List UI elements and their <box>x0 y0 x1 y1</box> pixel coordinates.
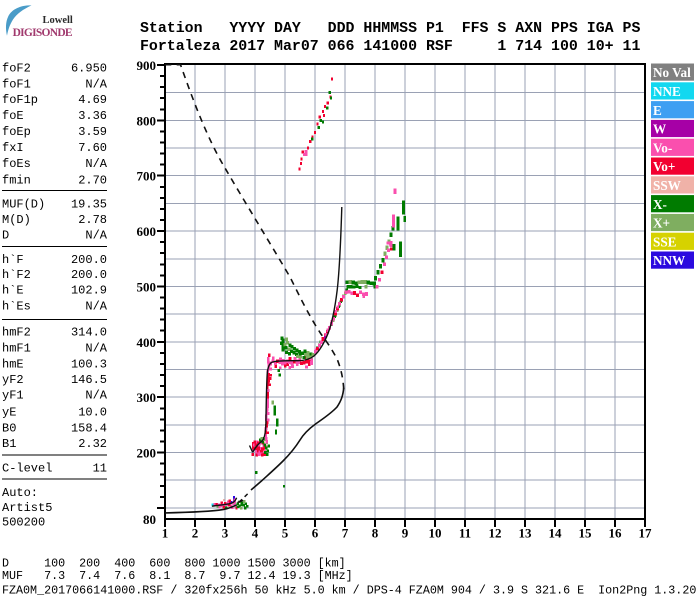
svg-text:2: 2 <box>192 526 199 541</box>
svg-text:C-level: C-level <box>2 462 52 476</box>
svg-text:146.5: 146.5 <box>71 373 107 387</box>
svg-text:Fortaleza 2017 Mar07 066 14100: Fortaleza 2017 Mar07 066 141000 RSF 1 71… <box>140 39 640 55</box>
svg-text:4: 4 <box>252 526 259 541</box>
svg-text:X+: X+ <box>653 216 670 231</box>
svg-text:800: 800 <box>137 113 157 128</box>
svg-text:M(D): M(D) <box>2 213 31 227</box>
svg-text:B0: B0 <box>2 421 16 435</box>
svg-text:4.69: 4.69 <box>78 93 107 107</box>
svg-text:3.59: 3.59 <box>78 125 107 139</box>
svg-text:11: 11 <box>459 526 471 541</box>
svg-text:h`F2: h`F2 <box>2 268 31 282</box>
svg-text:17: 17 <box>639 526 653 541</box>
svg-text:Lowell: Lowell <box>43 15 73 26</box>
svg-text:foE: foE <box>2 109 24 123</box>
svg-text:No Val: No Val <box>653 65 691 80</box>
svg-text:2.70: 2.70 <box>78 173 107 187</box>
svg-text:5: 5 <box>282 526 289 541</box>
svg-text:900: 900 <box>137 58 157 73</box>
svg-text:h`F: h`F <box>2 253 24 267</box>
svg-text:D: D <box>2 228 9 242</box>
svg-text:500: 500 <box>137 279 157 294</box>
svg-text:102.9: 102.9 <box>71 283 107 297</box>
svg-text:X-: X- <box>653 197 667 212</box>
svg-text:SSE: SSE <box>653 234 677 249</box>
svg-text:B1: B1 <box>2 437 16 451</box>
svg-text:6: 6 <box>312 526 319 541</box>
svg-text:15: 15 <box>579 526 593 541</box>
svg-text:hmF2: hmF2 <box>2 326 31 340</box>
svg-text:2.78: 2.78 <box>78 213 107 227</box>
svg-text:100.3: 100.3 <box>71 357 107 371</box>
svg-text:N/A: N/A <box>85 388 107 402</box>
svg-text:13: 13 <box>519 526 533 541</box>
svg-text:yF2: yF2 <box>2 373 24 387</box>
svg-text:Auto:: Auto: <box>2 486 38 500</box>
svg-text:MUF(D): MUF(D) <box>2 197 45 211</box>
svg-text:80: 80 <box>143 512 156 527</box>
svg-text:N/A: N/A <box>85 77 107 91</box>
svg-text:10: 10 <box>429 526 442 541</box>
svg-text:N/A: N/A <box>85 157 107 171</box>
svg-text:hmF1: hmF1 <box>2 342 31 356</box>
svg-text:foEp: foEp <box>2 125 31 139</box>
svg-text:12: 12 <box>489 526 502 541</box>
svg-text:1: 1 <box>162 526 169 541</box>
svg-text:SSW: SSW <box>653 178 681 193</box>
svg-text:fxI: fxI <box>2 141 24 155</box>
svg-text:9: 9 <box>402 526 409 541</box>
svg-text:yF1: yF1 <box>2 388 24 402</box>
svg-text:300: 300 <box>137 390 157 405</box>
svg-text:DIGISONDE: DIGISONDE <box>13 27 73 39</box>
svg-text:fmin: fmin <box>2 173 31 187</box>
svg-text:200: 200 <box>137 446 157 461</box>
svg-text:N/A: N/A <box>85 228 107 242</box>
svg-text:7: 7 <box>342 526 349 541</box>
svg-text:314.0: 314.0 <box>71 326 107 340</box>
svg-text:3: 3 <box>222 526 229 541</box>
svg-text:200.0: 200.0 <box>71 268 107 282</box>
svg-text:500200: 500200 <box>2 516 45 530</box>
svg-text:hmE: hmE <box>2 357 24 371</box>
svg-text:Vo-: Vo- <box>653 140 672 155</box>
svg-text:Vo+: Vo+ <box>653 159 675 174</box>
svg-text:600: 600 <box>137 224 157 239</box>
svg-text:foF2: foF2 <box>2 62 31 76</box>
svg-text:D 100 200 400 600 800: D 100 200 400 600 800 1000 1500 3000 [km… <box>2 557 346 571</box>
svg-text:foF1p: foF1p <box>2 93 38 107</box>
svg-text:7.60: 7.60 <box>78 141 107 155</box>
svg-text:foEs: foEs <box>2 157 31 171</box>
svg-text:10.0: 10.0 <box>78 405 107 419</box>
svg-text:h`Es: h`Es <box>2 299 31 313</box>
svg-text:158.4: 158.4 <box>71 421 107 435</box>
svg-text:11: 11 <box>93 462 107 476</box>
svg-text:400: 400 <box>137 335 157 350</box>
svg-text:700: 700 <box>137 169 157 184</box>
svg-text:2.32: 2.32 <box>78 437 107 451</box>
svg-text:h`E: h`E <box>2 283 24 297</box>
svg-text:19.35: 19.35 <box>71 197 107 211</box>
svg-text:Artist5: Artist5 <box>2 501 52 515</box>
svg-text:6.950: 6.950 <box>71 62 107 76</box>
svg-text:MUF 7.3 7.4 7.6 8.1 8.7: MUF 7.3 7.4 7.6 8.1 8.7 9.7 12.4 19.3 [M… <box>2 569 353 583</box>
svg-text:yE: yE <box>2 405 16 419</box>
svg-text:NNE: NNE <box>653 84 681 99</box>
svg-text:200.0: 200.0 <box>71 253 107 267</box>
svg-text:16: 16 <box>609 526 623 541</box>
svg-text:3.36: 3.36 <box>78 109 107 123</box>
svg-text:8: 8 <box>372 526 379 541</box>
svg-text:Station YYYY DAY DDD HHMMS: Station YYYY DAY DDD HHMMSS P1 FFS S AXN… <box>140 21 640 37</box>
svg-text:N/A: N/A <box>85 342 107 356</box>
svg-text:W: W <box>653 122 666 137</box>
svg-text:FZA0M_2017066141000.RSF / 320f: FZA0M_2017066141000.RSF / 320fx256h 50 k… <box>2 584 696 598</box>
svg-text:14: 14 <box>549 526 563 541</box>
svg-text:E: E <box>653 103 662 118</box>
svg-text:NNW: NNW <box>653 253 685 268</box>
svg-text:N/A: N/A <box>85 299 107 313</box>
svg-text:foF1: foF1 <box>2 77 31 91</box>
